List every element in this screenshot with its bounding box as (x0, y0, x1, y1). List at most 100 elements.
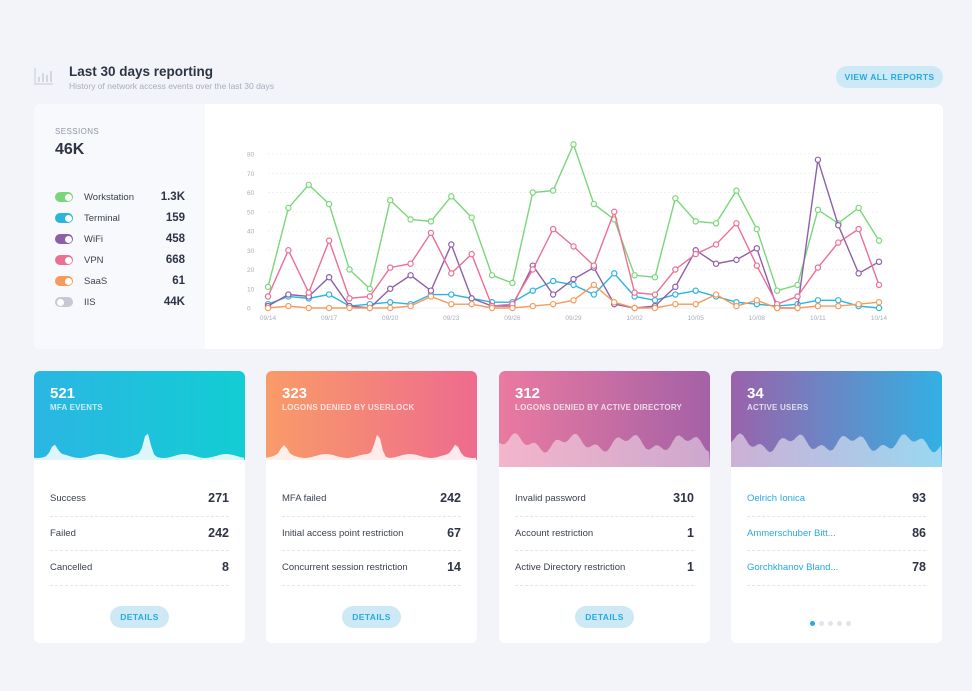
stat-label: Success (50, 493, 86, 504)
stat-value: 271 (208, 491, 229, 505)
data-point-vpn (875, 281, 883, 289)
data-point-workstation (285, 204, 292, 212)
pagination-dot[interactable] (810, 621, 815, 626)
data-point-saas (835, 302, 842, 310)
data-point-vpn (712, 241, 720, 248)
sparkline-area (266, 434, 477, 467)
data-point-vpn (611, 208, 618, 215)
sessions-panel: SESSIONS 46K Workstation 1.3K Terminal 159 W… (34, 104, 205, 349)
data-point-terminal (570, 281, 577, 289)
stat-row: Success 271 (50, 482, 229, 517)
data-point-vpn (549, 225, 557, 233)
y-tick-label: 10 (247, 286, 255, 293)
stat-row: Concurrent session restriction 14 (282, 551, 461, 586)
data-point-wifi (468, 295, 475, 302)
data-point-wifi (733, 256, 740, 264)
toggle-switch[interactable] (55, 192, 73, 202)
card-rows: Oelrich Ionica 93 Ammerschuber Bitt... 86 Go… (747, 482, 926, 586)
toggle-switch[interactable] (55, 276, 73, 286)
y-tick-label: 30 (247, 248, 255, 255)
data-point-saas (305, 304, 312, 312)
user-name-link[interactable]: Ammerschuber Bitt... (747, 527, 836, 539)
data-point-vpn (855, 225, 862, 233)
line-chart-svg: 0 10 20 30 40 50 60 70 80 09/14 09/17 09/20 09/23 09/… (247, 141, 888, 322)
x-tick-label: 10/08 (749, 315, 766, 322)
user-row[interactable]: Oelrich Ionica 93 (747, 482, 926, 517)
data-point-vpn (448, 270, 455, 277)
stat-value: 8 (222, 560, 229, 574)
series-line-workstation (267, 142, 880, 292)
data-point-vpn (468, 250, 475, 258)
y-tick-label: 20 (247, 267, 255, 274)
data-point-terminal (611, 270, 618, 277)
view-all-reports-button[interactable]: VIEW ALL REPORTS (836, 66, 943, 88)
data-point-vpn (529, 266, 536, 273)
stat-value: 1 (687, 525, 694, 540)
data-point-workstation (346, 266, 353, 273)
card-count: 323 (282, 385, 308, 402)
mfa-events-card: 521 MFA EVENTS Success 271 Failed 242 Cancelle… (34, 371, 245, 643)
sparkline (731, 433, 942, 467)
stat-value: 242 (208, 525, 229, 540)
toggle-switch[interactable] (55, 255, 73, 265)
pagination-dots (810, 613, 855, 626)
data-point-wifi (753, 245, 761, 252)
y-tick-label: 60 (247, 190, 255, 197)
data-point-terminal (590, 291, 598, 298)
toggle-switch[interactable] (55, 297, 73, 307)
stat-value: 14 (447, 560, 461, 574)
data-point-saas (468, 300, 475, 308)
legend-name: VPN (84, 255, 104, 266)
sparkline-area (34, 433, 245, 467)
logons-denied-userlock-card: 323 LOGONS DENIED BY USERLOCK MFA failed 24… (266, 371, 477, 643)
data-point-vpn (753, 262, 761, 269)
user-row[interactable]: Ammerschuber Bitt... 86 (747, 517, 926, 551)
data-point-saas (448, 300, 455, 308)
pagination-dot[interactable] (828, 621, 833, 626)
report-header: Last 30 days reporting History of networ… (34, 62, 944, 94)
data-point-wifi (835, 222, 842, 229)
details-button[interactable]: DETAILS (575, 606, 634, 628)
x-tick-label: 10/05 (688, 315, 705, 322)
data-point-terminal (814, 297, 822, 304)
sparkline-area (499, 433, 710, 467)
details-button[interactable]: DETAILS (342, 606, 401, 628)
legend-item-iis: IIS 44K (55, 295, 185, 316)
data-point-vpn (733, 220, 740, 227)
user-name-link[interactable]: Gorchkhanov Bland... (747, 562, 839, 573)
data-point-workstation (407, 216, 414, 223)
data-point-terminal (651, 297, 659, 304)
pagination-dot[interactable] (846, 621, 851, 626)
data-point-wifi (855, 270, 862, 277)
user-row[interactable]: Gorchkhanov Bland... 78 (747, 551, 926, 586)
data-point-workstation (570, 141, 577, 148)
details-button[interactable]: DETAILS (110, 606, 169, 628)
pagination-dot[interactable] (837, 621, 842, 626)
data-point-workstation (875, 237, 883, 244)
data-point-vpn (651, 291, 659, 298)
data-point-saas (264, 304, 272, 312)
data-point-wifi (672, 283, 679, 291)
legend-value: 668 (165, 254, 185, 266)
toggle-switch[interactable] (55, 234, 73, 244)
data-point-saas (712, 291, 720, 298)
data-point-vpn (285, 247, 292, 254)
x-tick-label: 09/20 (382, 315, 399, 322)
data-point-saas (366, 304, 374, 312)
data-point-saas (285, 302, 292, 310)
legend-name: Workstation (84, 192, 134, 203)
user-name-link[interactable]: Oelrich Ionica (747, 493, 806, 504)
data-point-saas (794, 304, 801, 312)
toggle-switch[interactable] (55, 213, 73, 223)
pagination-dot[interactable] (819, 621, 824, 626)
data-point-saas (346, 304, 353, 312)
data-point-workstation (509, 279, 516, 287)
data-point-vpn (590, 262, 598, 269)
data-point-saas (733, 302, 740, 310)
page-subtitle: History of network access events over th… (69, 81, 275, 91)
stat-value: 78 (912, 560, 926, 574)
data-point-vpn (835, 239, 842, 246)
data-point-vpn (264, 293, 272, 300)
stat-label: Account restriction (515, 527, 594, 539)
data-point-workstation (712, 220, 720, 227)
